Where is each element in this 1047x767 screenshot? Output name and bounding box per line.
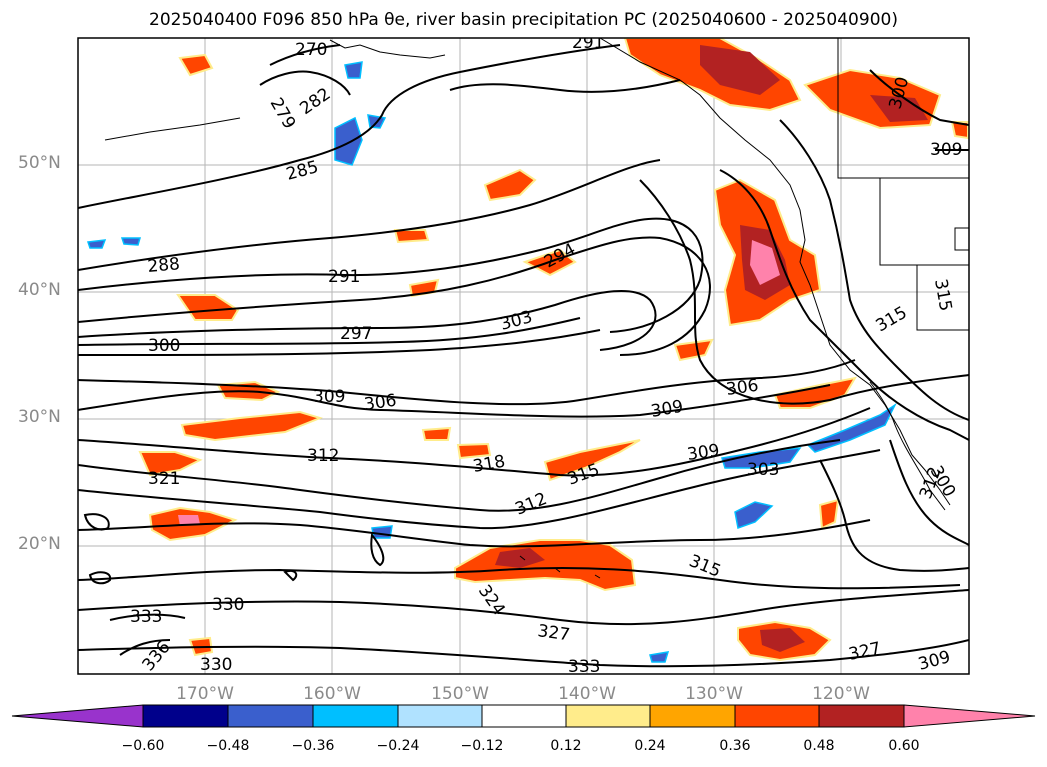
colorbar-tick-label: −0.36 bbox=[291, 738, 335, 754]
precip-area-hawaii bbox=[454, 539, 637, 592]
neg-area-socal bbox=[806, 402, 897, 453]
colorbar-bin bbox=[397, 704, 483, 728]
contour-label: 327 bbox=[847, 639, 883, 665]
lon-tick-label: 150°W bbox=[431, 684, 489, 704]
contour-label: 303 bbox=[747, 460, 779, 480]
colorbar-bin bbox=[142, 704, 229, 728]
contour-label: 303 bbox=[498, 307, 535, 335]
contour-label: 330 bbox=[212, 595, 244, 615]
colorbar-tick-label: 0.60 bbox=[888, 738, 920, 754]
colorbar-bin bbox=[649, 704, 736, 728]
contour-label: 297 bbox=[340, 324, 372, 344]
colorbar-tick-label: −0.12 bbox=[460, 738, 504, 754]
colorbar-tick-label: 0.12 bbox=[550, 738, 582, 754]
contour-label: 318 bbox=[471, 452, 506, 477]
contour-label: 309 bbox=[916, 647, 953, 675]
colorbar-extend-low bbox=[11, 704, 144, 728]
colorbar-bin bbox=[481, 704, 567, 728]
negative-precip-areas bbox=[86, 61, 897, 663]
contour-label: 309 bbox=[649, 397, 684, 422]
colorbar-tick-label: −0.24 bbox=[376, 738, 420, 754]
contour-label: 288 bbox=[147, 254, 181, 277]
contour-label: 312 bbox=[307, 446, 339, 466]
contour-label: 291 bbox=[328, 267, 360, 287]
colorbar-bin bbox=[734, 704, 820, 728]
contour-label: 309 bbox=[686, 441, 721, 465]
colorbar-bin bbox=[818, 704, 905, 728]
lon-tick-label: 140°W bbox=[558, 684, 616, 704]
map-frame bbox=[77, 37, 970, 675]
contour-label: 315 bbox=[930, 277, 955, 312]
contour-label: 330 bbox=[200, 655, 232, 675]
positive-precip-areas bbox=[138, 38, 969, 662]
contour-labels: 270 279 282 285 288 291 294 297 300 303 … bbox=[130, 33, 962, 677]
lat-tick-label: 50°N bbox=[18, 153, 61, 173]
contour-label: 333 bbox=[130, 607, 162, 627]
colorbar-tick-label: −0.60 bbox=[121, 738, 165, 754]
contour-label: 270 bbox=[295, 40, 327, 60]
contour-label: 333 bbox=[568, 657, 600, 677]
contour-label: 282 bbox=[296, 84, 334, 119]
contour-label: 309 bbox=[930, 140, 962, 160]
contour-label: 312 bbox=[512, 489, 550, 520]
lat-tick-label: 30°N bbox=[18, 407, 61, 427]
contour-label: 285 bbox=[284, 157, 321, 185]
colorbar-extend-high bbox=[903, 704, 1036, 728]
lon-tick-label: 130°W bbox=[685, 684, 743, 704]
lon-tick-label: 170°W bbox=[176, 684, 234, 704]
colorbar-tick-label: −0.48 bbox=[206, 738, 250, 754]
lat-tick-label: 40°N bbox=[18, 280, 61, 300]
contour-label: 306 bbox=[725, 376, 760, 400]
contour-label: 300 bbox=[148, 336, 180, 356]
contour-label: 306 bbox=[363, 391, 398, 415]
contour-label: 321 bbox=[148, 469, 180, 489]
precip-area-bc-core bbox=[870, 95, 928, 122]
precip-area-alaska-core bbox=[700, 45, 780, 95]
contour-label: 291 bbox=[572, 33, 604, 53]
map-title: 2025040400 F096 850 hPa θe, river basin … bbox=[149, 10, 898, 30]
lat-tick-label: 20°N bbox=[18, 534, 61, 554]
coastlines bbox=[104, 38, 969, 579]
lon-tick-label: 120°W bbox=[812, 684, 870, 704]
contour-label: 327 bbox=[536, 621, 571, 645]
colorbar-tick-label: 0.36 bbox=[719, 738, 751, 754]
colorbar-bin bbox=[312, 704, 399, 728]
contour-label: 309 bbox=[313, 387, 345, 407]
colorbar bbox=[11, 704, 1036, 728]
theta-e-contours bbox=[78, 44, 969, 668]
colorbar-bin bbox=[565, 704, 651, 728]
contour-label: 315 bbox=[873, 303, 911, 337]
lon-tick-label: 160°W bbox=[303, 684, 361, 704]
precip-area-nw-coast-peak bbox=[750, 240, 780, 285]
colorbar-bin bbox=[227, 704, 314, 728]
colorbar-tick-label: 0.24 bbox=[634, 738, 666, 754]
colorbar-tick-label: 0.48 bbox=[803, 738, 835, 754]
contour-label: 279 bbox=[266, 95, 300, 133]
